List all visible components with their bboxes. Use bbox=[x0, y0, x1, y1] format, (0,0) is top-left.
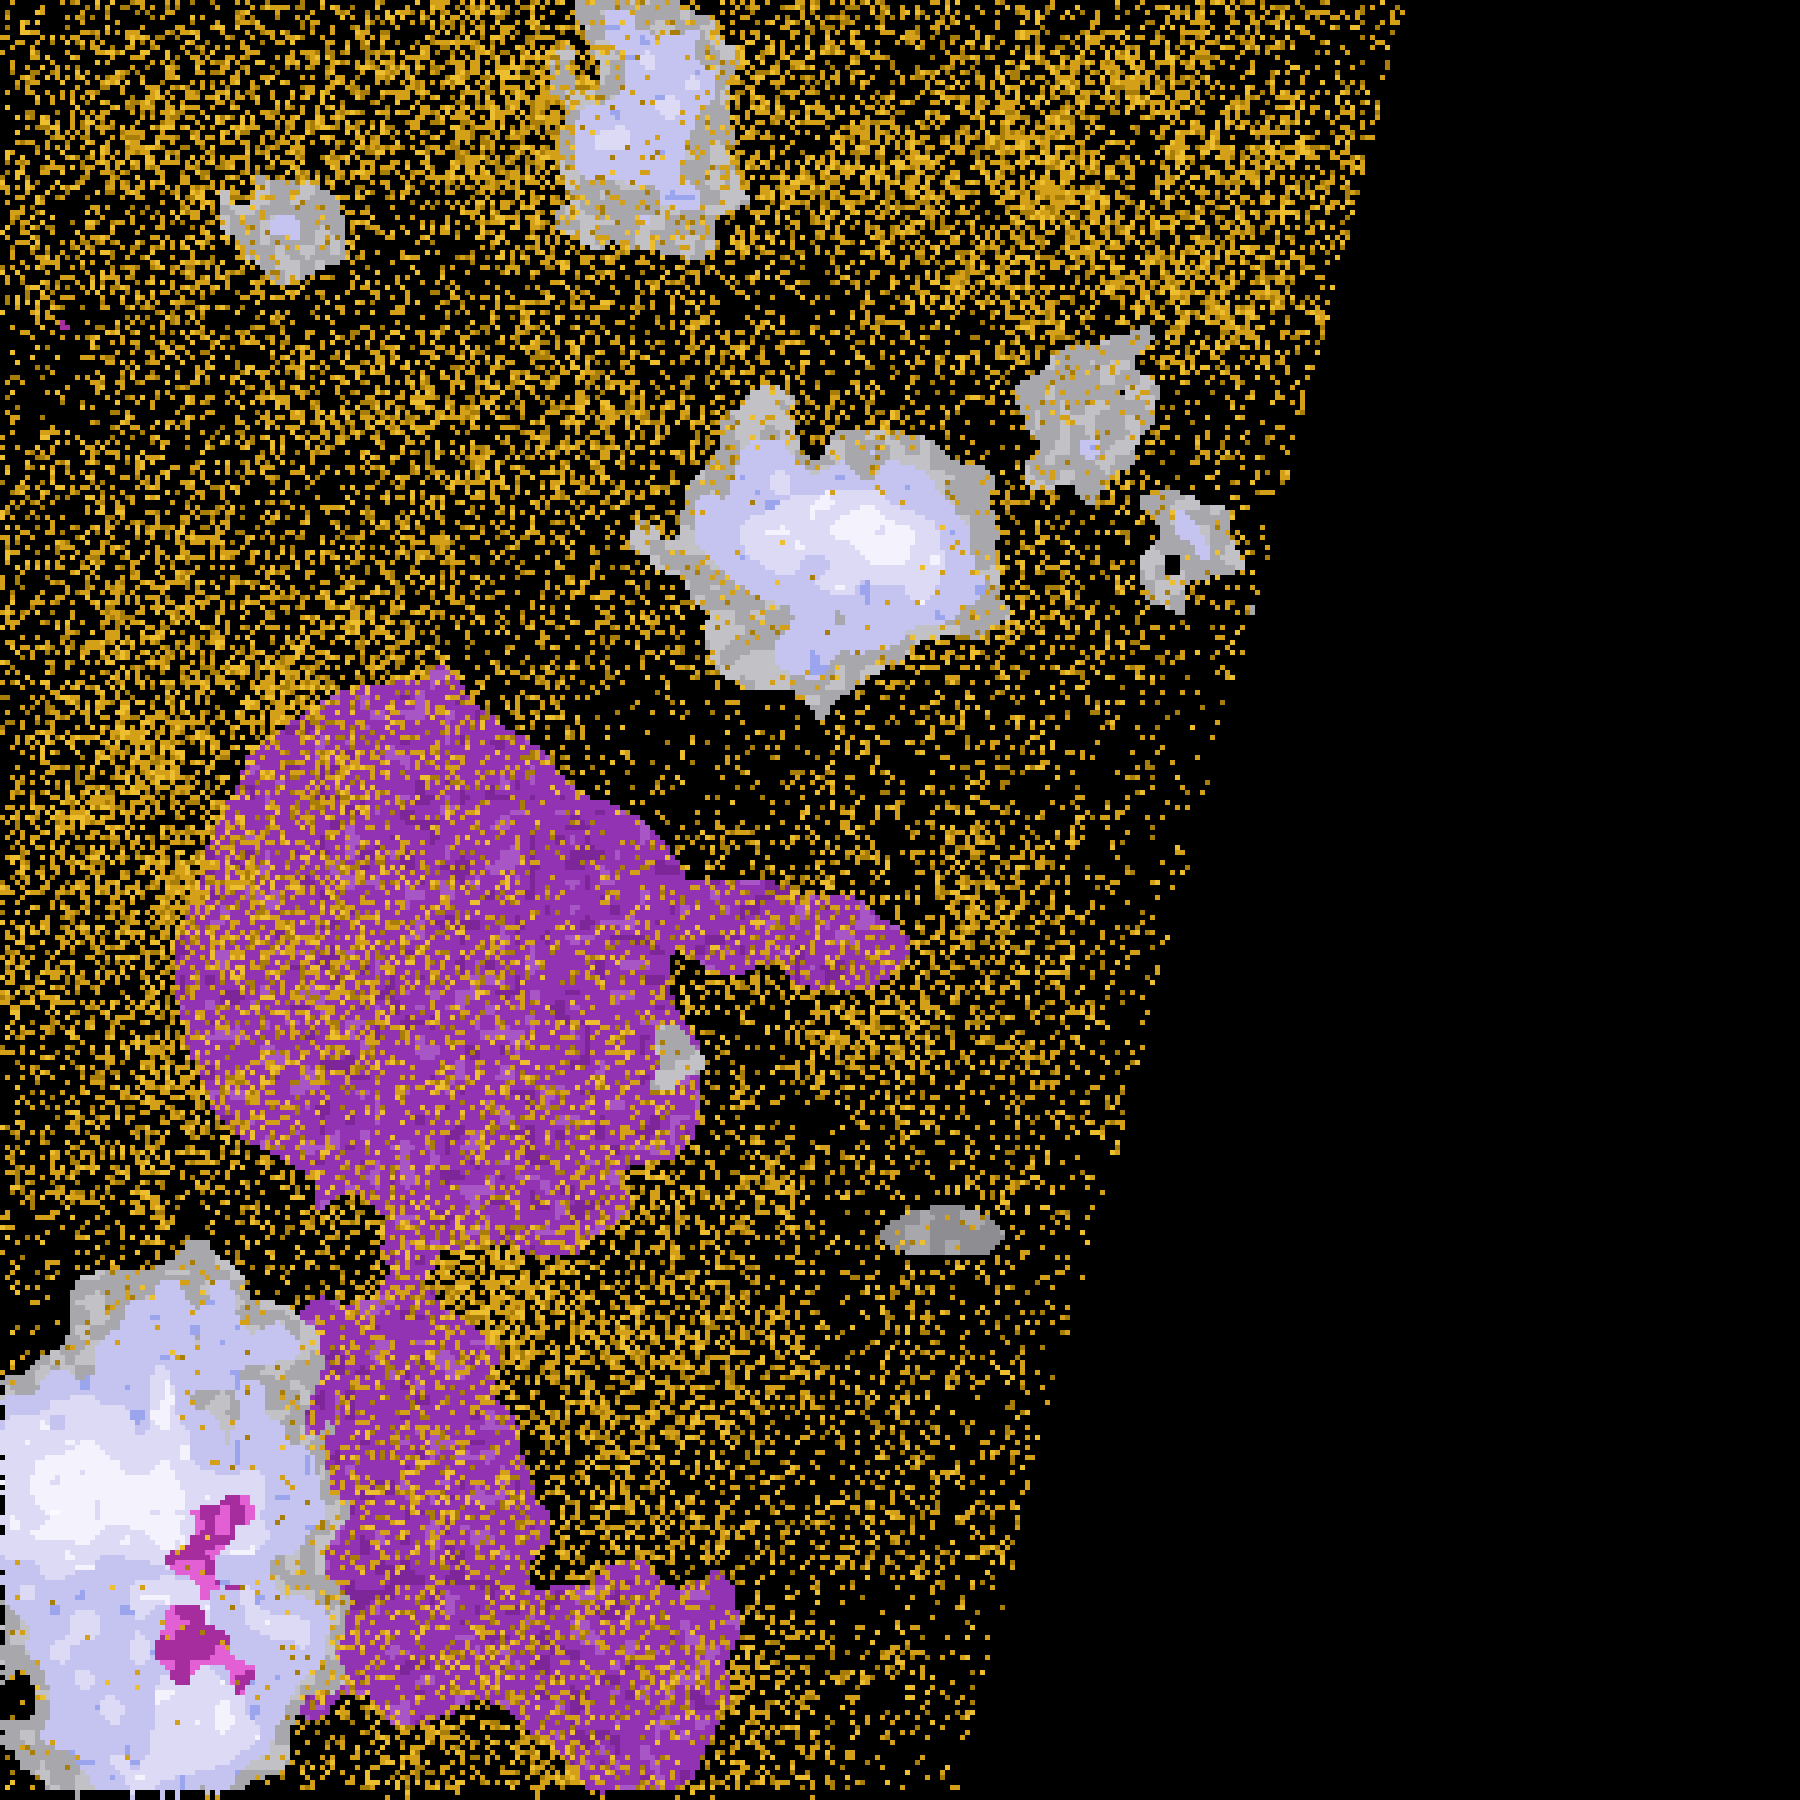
false-color-satellite-granule-image bbox=[0, 0, 1800, 1800]
satellite-image-viewport bbox=[0, 0, 1800, 1800]
